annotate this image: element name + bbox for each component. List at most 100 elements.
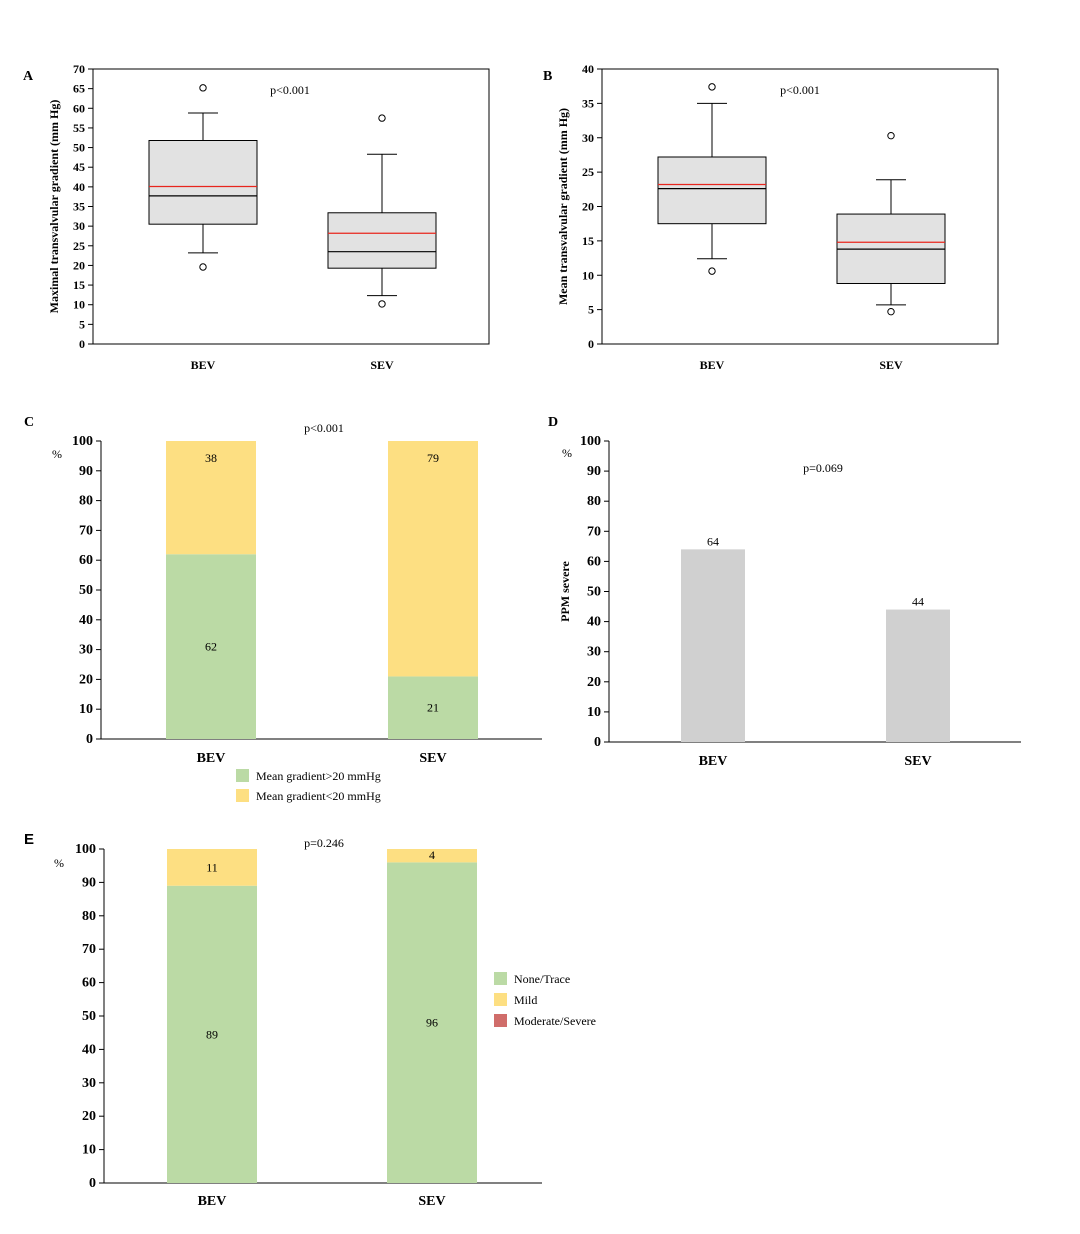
panel-e-sev-bar-segment-1	[387, 849, 477, 863]
panel-e-ytick-label: 20	[82, 1109, 96, 1124]
panel-b-ytick-label: 25	[582, 165, 594, 179]
panel-b-category-label: SEV	[879, 358, 903, 372]
panel-e-category-label: BEV	[198, 1194, 227, 1209]
panel-e-sev-data-label: 4	[429, 848, 435, 862]
panel-d-sev-bar	[886, 609, 950, 742]
panel-d-category-label: SEV	[904, 754, 931, 769]
panel-d-ytick-label: 20	[587, 675, 601, 690]
panel-c-ytick-label: 90	[79, 464, 93, 479]
panel-e-sev-bar-segment-0	[387, 862, 477, 1183]
panel-d-ytick-label: 10	[587, 705, 601, 720]
panel-b-y-axis-label: Mean transvalvular gradient (mm Hg)	[556, 108, 570, 305]
panel-d-bev-bar	[681, 549, 745, 742]
panel-c-ytick-label: 30	[79, 643, 93, 658]
panel-e-ytick-label: 80	[82, 909, 96, 924]
panel-c-unit-label: %	[52, 447, 62, 461]
panel-a-ytick-label: 30	[73, 219, 85, 233]
panel-b-sev-outlier	[887, 131, 895, 140]
panel-a-sev-outlier	[378, 114, 386, 122]
panel-a-ytick-label: 35	[73, 200, 85, 214]
panel-a-sev-box	[327, 212, 437, 269]
panel-c-ytick-label: 60	[79, 553, 93, 568]
panel-a-ytick-label: 20	[73, 258, 85, 272]
panel-a-ytick-label: 50	[73, 141, 85, 155]
panel-b-bev-outlier	[708, 83, 716, 91]
panel-e-legend-swatch	[494, 972, 507, 985]
panel-a-ytick-label: 60	[73, 101, 85, 115]
panel-e-ytick-label: 60	[82, 976, 96, 991]
panel-c-sev-data-label: 21	[427, 701, 439, 715]
panel-e-ytick-label: 40	[82, 1042, 96, 1057]
panel-b-sev-outlier	[887, 307, 895, 316]
panel-e-ytick-label: 30	[82, 1076, 96, 1091]
panel-d-p-value: p=0.069	[803, 461, 843, 475]
panel-c-legend-label: Mean gradient>20 mmHg	[256, 769, 381, 783]
panel-e-legend-swatch	[494, 1014, 507, 1027]
panel-d-ytick-label: 40	[587, 615, 601, 630]
panel-e-unit-label: %	[54, 856, 64, 870]
panel-d-ytick-label: 90	[587, 464, 601, 479]
panel-d-ytick-label: 30	[587, 645, 601, 660]
panel-d-ytick-label: 80	[587, 494, 601, 509]
panel-b-ytick-label: 15	[582, 234, 594, 248]
panel-e-legend-label: Mild	[514, 993, 537, 1007]
panel-b-ytick-label: 0	[588, 337, 594, 351]
panel-c-legend-label: Mean gradient<20 mmHg	[256, 789, 381, 803]
panel-d-ytick-label: 60	[587, 554, 601, 569]
panel-d-y-axis-label: PPM severe	[558, 560, 572, 621]
panel-a-ytick-label: 15	[73, 278, 85, 292]
panel-e-category-label: SEV	[418, 1194, 445, 1209]
panel-a-ytick-label: 70	[73, 62, 85, 76]
panel-c-bev-bar-segment-1	[166, 441, 256, 555]
panel-a-bev-outlier	[199, 263, 207, 271]
panel-b-category-label: BEV	[700, 358, 725, 372]
panel-d-ytick-label: 70	[587, 524, 601, 539]
panel-b-letter: B	[543, 69, 552, 84]
panel-b-ytick-label: 5	[588, 303, 594, 317]
panel-e-legend-label: Moderate/Severe	[514, 1014, 596, 1028]
panel-c-category-label: SEV	[419, 751, 446, 766]
panel-a-p-value: p<0.001	[270, 83, 310, 97]
panel-d-sev-data-label: 44	[912, 595, 924, 609]
panel-b-ytick-label: 40	[582, 62, 594, 76]
panel-a-ytick-label: 45	[73, 160, 85, 174]
panel-c-ytick-label: 70	[79, 523, 93, 538]
panel-c-legend-swatch	[236, 789, 249, 802]
panel-a-ytick-label: 55	[73, 121, 85, 135]
panel-b-p-value: p<0.001	[780, 83, 820, 97]
panel-c-p-value: p<0.001	[304, 421, 344, 435]
panel-b-ytick-label: 20	[582, 200, 594, 214]
panel-a-ytick-label: 40	[73, 180, 85, 194]
panel-a-ytick-label: 25	[73, 239, 85, 253]
panel-e-ytick-label: 0	[89, 1176, 96, 1191]
panel-e-ytick-label: 50	[82, 1009, 96, 1024]
panel-c-ytick-label: 0	[86, 732, 93, 747]
panel-a-ytick-label: 5	[79, 317, 85, 331]
panel-c-sev-data-label: 79	[427, 451, 439, 465]
panel-a-ytick-label: 65	[73, 82, 85, 96]
panel-e-legend-label: None/Trace	[514, 972, 570, 986]
panel-a-letter: A	[23, 69, 34, 84]
panel-e-legend-swatch	[494, 993, 507, 1006]
panel-a-y-axis-label: Maximal transvalvular gradient (mm Hg)	[47, 100, 61, 314]
panel-c-ytick-label: 80	[79, 494, 93, 509]
panel-e-letter: E	[24, 831, 34, 848]
panel-d-bev-data-label: 64	[707, 534, 719, 548]
panel-e-ytick-label: 70	[82, 942, 96, 957]
panel-a-bev-outlier	[199, 84, 207, 92]
panel-c-sev-bar-segment-0	[388, 676, 478, 739]
panel-b-bev-outlier	[708, 267, 716, 275]
panel-c-bev-data-label: 38	[205, 451, 217, 465]
panel-c-category-label: BEV	[197, 751, 226, 766]
panel-e-ytick-label: 90	[82, 875, 96, 890]
panel-d-category-label: BEV	[699, 754, 728, 769]
panel-a-category-label: BEV	[191, 358, 216, 372]
panel-e-bev-bar-segment-0	[167, 885, 257, 1183]
panel-c-ytick-label: 50	[79, 583, 93, 598]
panel-b-ytick-label: 10	[582, 268, 594, 282]
panel-c-ytick-label: 20	[79, 672, 93, 687]
panel-e-bev-data-label: 89	[206, 1027, 218, 1041]
panel-a-sev-outlier	[378, 300, 386, 308]
panel-e-bev-data-label: 11	[206, 860, 218, 874]
